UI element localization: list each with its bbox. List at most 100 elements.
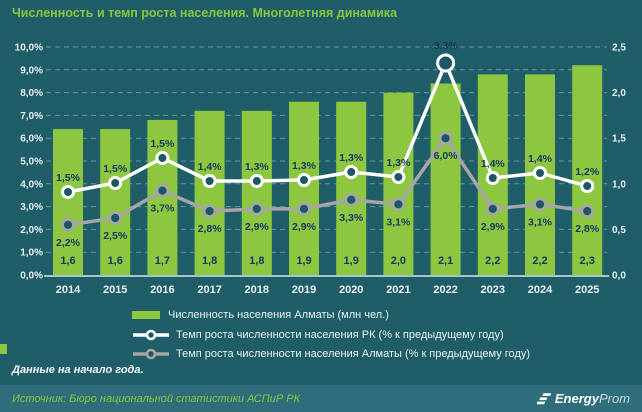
year-label: 2025 [575,284,599,296]
almaty-line-marker [155,183,170,198]
bar [194,110,225,275]
rk-line-marker [297,173,311,187]
legend-item-population: Численность населения Алматы (млн чел.) [132,307,530,323]
almaty-point-label: 2,2% [56,237,81,249]
rk-line-marker [61,185,75,199]
left-axis-tick-label: 10,0% [15,43,43,54]
left-axis-tick-label: 3,0% [20,202,43,213]
year-label: 2020 [339,284,363,296]
almaty-point-label: 2,8% [198,223,223,235]
bar [289,101,319,275]
left-axis-tick-label: 2,0% [20,225,43,236]
bar-value-label: 2,3 [580,255,595,267]
bar-value-label: 1,6 [60,255,75,267]
rk-growth-line [67,61,588,194]
bar [241,110,272,275]
rk-point-label: 1,3% [339,152,364,164]
bar-value-label: 1,8 [202,255,217,267]
left-axis-tick-label: 7,0% [20,111,43,122]
almaty-point-label: 2,8% [575,223,600,235]
green-accent-square [0,344,7,354]
left-axis-tick-label: 0,0% [20,271,43,282]
almaty-point-label: 3,1% [386,216,411,228]
rk-point-label: 1,3% [386,157,411,169]
rk-point-label: 1,4% [481,158,506,170]
right-axis-tick-label: 1,0 [612,179,626,190]
energyprom-logo: EnergyProm [536,390,630,408]
year-label: 2016 [150,284,174,296]
bar [572,65,603,276]
chart-legend: Численность населения Алматы (млн чел.) … [132,307,530,366]
left-axis-tick-label: 1,0% [20,248,43,259]
almaty-point-label: 2,5% [103,230,128,242]
bar-value-label: 1,6 [108,255,123,267]
legend-item-rk-growth: Темп роста численности населения РК (% к… [132,327,530,343]
bar-value-label: 2,2 [485,255,500,267]
almaty-line-marker [61,217,75,232]
year-label: 2017 [197,284,221,296]
year-label: 2021 [386,284,410,296]
left-axis-tick-label: 5,0% [20,157,43,168]
right-axis-tick-label: 0,0 [612,271,626,282]
year-label: 2024 [528,284,553,296]
almaty-line-marker [202,204,217,219]
rk-point-label: 1,4% [198,161,223,173]
almaty-line-marker [108,211,123,225]
rk-point-label: 1,5% [103,163,128,175]
bar-swatch-icon [132,311,160,319]
legend-label: Численность населения Алматы (млн чел.) [168,309,389,321]
footnote: Данные на начало года. [12,364,144,376]
legend-item-almaty-growth: Темп роста численности населения Алматы … [132,346,530,362]
almaty-line-marker [344,192,359,207]
almaty-point-label: 2,9% [245,221,270,233]
bar-value-label: 2,1 [438,255,453,267]
almaty-line-marker [249,201,264,216]
bar [430,83,461,275]
bar-value-label: 2,2 [532,255,547,267]
almaty-point-label: 3,3% [339,212,364,224]
almaty-growth-line [67,136,588,227]
logo-text-light: Prom [598,390,630,406]
rk-line-marker [344,165,359,179]
bar-value-label: 1,8 [249,255,264,267]
line-marker-rk-icon [133,329,169,340]
chart-title: Численность и темп роста населения. Мног… [12,6,398,20]
year-label: 2015 [103,284,127,296]
bar [53,129,83,275]
rk-line-marker [202,174,217,188]
almaty-point-label: 6,0% [434,150,459,162]
footer-bar: Источник: Бюро национальной статистики А… [0,385,642,412]
year-label: 2019 [292,284,316,296]
logo-text-bold: Energy [554,390,599,406]
almaty-line-marker [485,201,500,216]
year-label: 2022 [433,284,457,296]
bar-value-label: 2,0 [391,255,406,267]
left-axis-tick-label: 9,0% [20,65,43,76]
almaty-point-label: 2,9% [481,221,506,233]
year-label: 2014 [56,284,81,296]
right-axis-tick-label: 0,5 [612,225,626,236]
source-text: Источник: Бюро национальной статистики А… [12,392,301,405]
rk-line-marker [533,166,547,180]
bar-value-label: 1,7 [155,255,170,267]
right-axis-tick-label: 2,5 [612,43,626,54]
legend-label: Темп роста численности населения Алматы … [176,348,531,360]
line-marker-almaty-icon [133,348,169,360]
almaty-point-label: 3,7% [150,203,175,215]
right-axis-tick-label: 1,5 [612,134,626,145]
rk-point-label: 1,3% [292,160,317,172]
bar [100,129,131,275]
right-axis-tick-label: 2,0 [612,88,626,99]
rk-point-label: 1,5% [150,138,175,150]
left-axis-tick-label: 6,0% [20,134,43,145]
rk-line-marker [108,176,123,190]
rk-point-label: 1,2% [575,166,600,178]
rk-point-label: 3,3% [434,40,459,52]
almaty-line-marker [580,204,595,219]
almaty-line-marker [297,201,311,216]
rk-point-label: 1,4% [528,153,553,165]
left-axis-tick-label: 8,0% [20,88,43,99]
legend-label: Темп роста численности населения РК (% к… [176,328,504,341]
almaty-line-marker [391,197,406,212]
